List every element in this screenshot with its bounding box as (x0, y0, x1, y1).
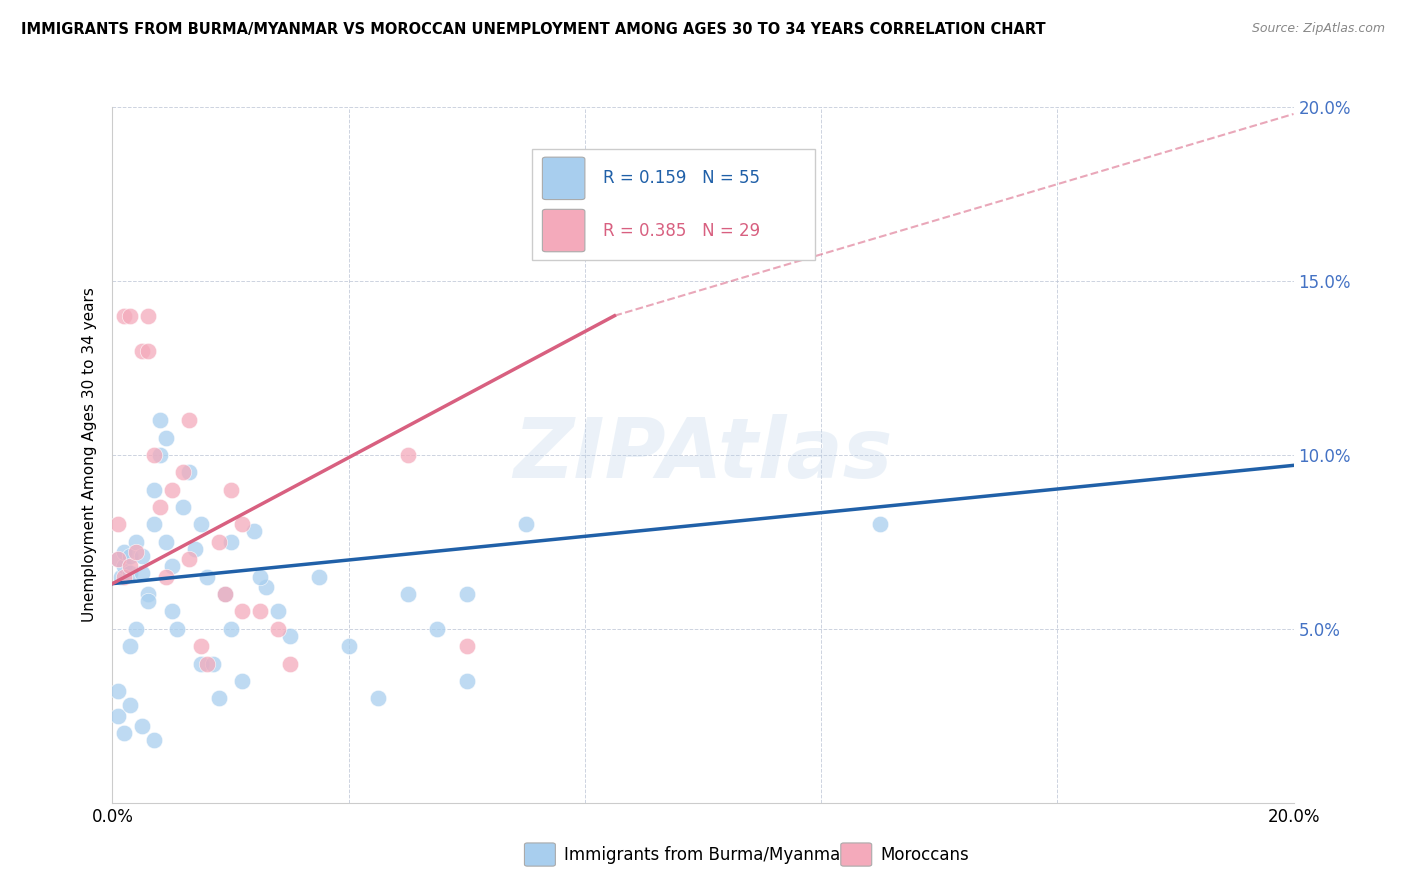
Point (249, 570, 271, 584)
Text: IMMIGRANTS FROM BURMA/MYANMAR VS MOROCCAN UNEMPLOYMENT AMONG AGES 30 TO 34 YEARS: IMMIGRANTS FROM BURMA/MYANMAR VS MOROCCA… (21, 22, 1046, 37)
Point (219, 534, 242, 549)
Point (131, 343, 153, 358)
Point (254, 580, 277, 594)
Point (142, 483, 165, 497)
Point (190, 517, 212, 532)
Point (179, 466, 201, 480)
Point (107, 517, 129, 532)
FancyBboxPatch shape (543, 157, 585, 200)
Point (136, 587, 159, 601)
Point (149, 500, 172, 514)
Y-axis label: Unemployment Among Ages 30 to 34 years: Unemployment Among Ages 30 to 34 years (82, 287, 97, 623)
Point (155, 534, 177, 549)
Point (214, 587, 236, 601)
Point (426, 622, 449, 636)
Point (155, 431, 177, 445)
Point (231, 605, 253, 619)
Point (231, 674, 253, 689)
Point (112, 726, 135, 740)
Point (267, 605, 290, 619)
Point (112, 545, 135, 559)
Point (184, 541, 207, 556)
Point (172, 500, 194, 514)
Point (120, 698, 142, 713)
Point (179, 413, 201, 427)
Point (142, 733, 165, 747)
Point (243, 524, 266, 539)
Point (131, 719, 153, 733)
Point (692, 187, 714, 202)
Point (278, 629, 301, 643)
Point (120, 549, 142, 563)
Point (142, 517, 165, 532)
Point (155, 570, 177, 584)
Point (179, 552, 201, 566)
Point (337, 639, 360, 653)
Point (869, 517, 891, 532)
Point (131, 549, 153, 563)
Point (112, 309, 135, 323)
Point (160, 483, 183, 497)
Point (278, 657, 301, 671)
Point (195, 657, 218, 671)
Point (231, 517, 253, 532)
FancyBboxPatch shape (531, 149, 815, 260)
Point (112, 559, 135, 574)
Point (190, 639, 212, 653)
Point (208, 691, 231, 706)
Point (219, 483, 242, 497)
Point (136, 309, 159, 323)
Point (172, 466, 194, 480)
Text: Immigrants from Burma/Myanmar: Immigrants from Burma/Myanmar (564, 846, 846, 863)
Point (131, 566, 153, 581)
Point (208, 534, 231, 549)
Point (219, 622, 242, 636)
Point (456, 674, 478, 689)
Text: ZIPAtlas: ZIPAtlas (513, 415, 893, 495)
Text: Source: ZipAtlas.com: Source: ZipAtlas.com (1251, 22, 1385, 36)
Point (456, 639, 478, 653)
Point (160, 605, 183, 619)
Point (249, 605, 271, 619)
Point (107, 708, 129, 723)
Point (166, 622, 188, 636)
Point (136, 343, 159, 358)
Point (112, 570, 135, 584)
Point (120, 566, 142, 581)
Text: R = 0.385   N = 29: R = 0.385 N = 29 (603, 221, 759, 240)
FancyBboxPatch shape (543, 210, 585, 252)
Text: R = 0.159   N = 55: R = 0.159 N = 55 (603, 169, 759, 187)
Point (308, 570, 330, 584)
Point (110, 570, 132, 584)
Point (136, 594, 159, 608)
Point (125, 622, 148, 636)
Point (456, 587, 478, 601)
Point (367, 691, 389, 706)
Point (142, 448, 165, 462)
Point (160, 559, 183, 574)
Point (120, 559, 142, 574)
Point (515, 517, 537, 532)
Point (396, 587, 419, 601)
Point (107, 552, 129, 566)
Point (120, 309, 142, 323)
Point (201, 657, 224, 671)
Point (195, 570, 218, 584)
Point (396, 448, 419, 462)
Point (125, 545, 148, 559)
Point (190, 657, 212, 671)
Point (214, 587, 236, 601)
Text: Moroccans: Moroccans (880, 846, 969, 863)
Point (149, 413, 172, 427)
Point (267, 622, 290, 636)
Point (107, 552, 129, 566)
Point (149, 448, 172, 462)
Point (107, 684, 129, 698)
Point (120, 639, 142, 653)
Point (125, 534, 148, 549)
